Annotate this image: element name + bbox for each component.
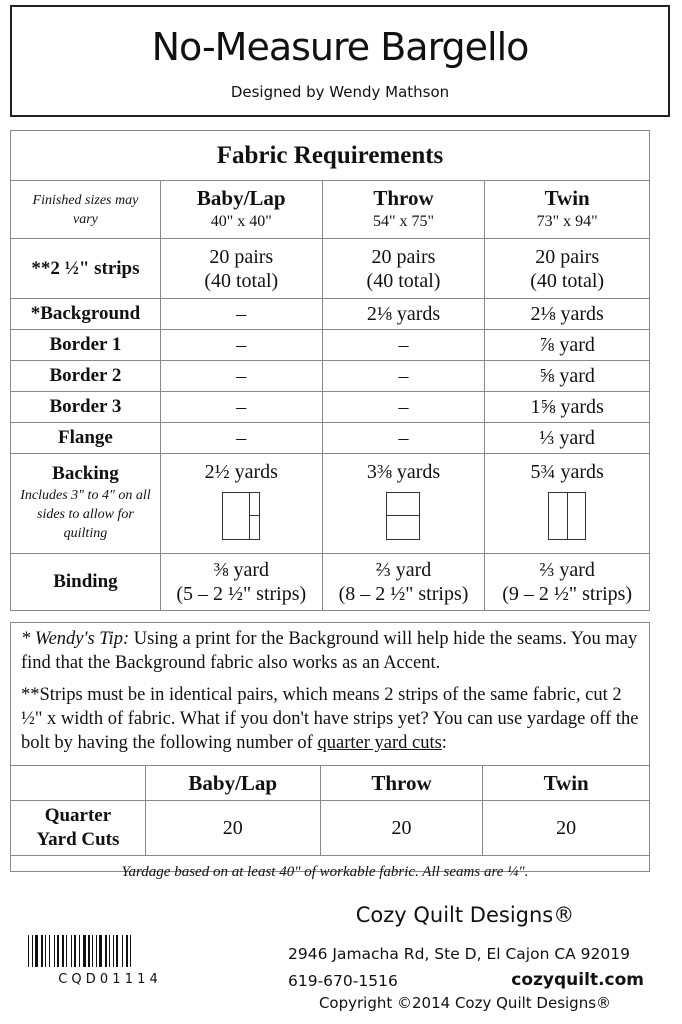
phone: 619-670-1516 xyxy=(288,972,398,990)
barcode-bar xyxy=(71,935,72,967)
barcode-bar xyxy=(79,935,81,967)
fabric-requirements-table: Fabric Requirements Finished sizes may v… xyxy=(10,130,650,611)
column-header: Baby/Lap 40" x 40" xyxy=(159,180,323,239)
barcode-bar xyxy=(40,935,43,967)
footnote: Yardage based on at least 40" of workabl… xyxy=(121,864,529,880)
barcode-bar xyxy=(82,935,86,967)
barcode-bar xyxy=(92,935,93,967)
barcode-bar xyxy=(49,935,50,967)
website-link[interactable]: cozyquilt.com xyxy=(511,970,644,990)
barcode-bar xyxy=(54,935,56,967)
barcode-bar xyxy=(113,935,114,967)
wendys-tip: * Wendy's Tip: Using a print for the Bac… xyxy=(21,629,638,673)
sku: C Q D 0 1 1 1 4 xyxy=(58,972,158,987)
table-title: Fabric Requirements xyxy=(10,130,650,181)
barcode-bar xyxy=(99,935,103,967)
barcode-bar xyxy=(116,935,119,967)
barcode-bar xyxy=(104,935,107,967)
barcode-bar xyxy=(122,935,124,967)
quarter-yard-table: Baby/Lap Throw Twin Quarter Yard Cuts 20 20… xyxy=(10,765,650,856)
strips-note: **Strips must be in identical pairs, whi… xyxy=(21,685,639,753)
barcode-bar xyxy=(57,935,60,967)
barcode-bar xyxy=(96,935,98,967)
backing-diagram-icon xyxy=(222,492,261,540)
tip-box: * Wendy's Tip: Using a print for the Bac… xyxy=(10,622,650,872)
table-row: Quarter Yard Cuts 20 20 20 xyxy=(10,800,650,856)
table-row: Border 3– –1⅝ yards xyxy=(10,391,650,423)
copyright: Copyright ©2014 Cozy Quilt Designs® xyxy=(318,994,612,1012)
barcode-bar xyxy=(125,935,128,967)
barcode-bar xyxy=(44,935,46,967)
column-header: Throw 54" x 75" xyxy=(321,180,486,239)
barcode-bar xyxy=(35,935,39,967)
table-row: Backing Includes 3" to 4" on all sides to… xyxy=(10,453,650,554)
barcode-bar xyxy=(129,935,131,967)
backing-diagram-icon xyxy=(548,492,587,540)
table-row: *Background –2⅛ yards 2⅛ yards xyxy=(10,298,650,330)
table-row: **2 ½" strips 20 pairs (40 total) 20 pair… xyxy=(10,238,650,299)
barcode-bar xyxy=(74,935,77,967)
title-box: No-Measure Bargello Designed by Wendy Ma… xyxy=(10,5,670,117)
barcode-bar xyxy=(87,935,90,967)
page-title: No-Measure Bargello xyxy=(151,25,530,69)
table-row: Binding ⅜ yard (5 – 2 ½" strips) ⅔ yard (8… xyxy=(10,553,650,611)
table-row: Border 2– – ⅝ yard xyxy=(10,360,650,392)
barcode-bar xyxy=(108,935,110,967)
barcode-bar xyxy=(65,935,67,967)
address: 2946 Jamacha Rd, Ste D, El Cajon CA 9201… xyxy=(288,945,630,963)
backing-diagram-icon xyxy=(386,492,421,540)
sizes-note: Finished sizes may vary xyxy=(10,180,161,239)
barcode-bar xyxy=(61,935,64,967)
barcode xyxy=(28,935,188,967)
barcode-bar xyxy=(32,935,34,967)
column-header: Twin 73" x 94" xyxy=(484,180,650,239)
table-row: Flange – – ⅓ yard xyxy=(10,422,650,454)
company-name: Cozy Quilt Designs® xyxy=(355,903,575,927)
table-row: Border 1– – ⅞ yard xyxy=(10,329,650,361)
designer-credit: Designed by Wendy Mathson xyxy=(230,83,450,101)
barcode-bar xyxy=(28,935,29,967)
